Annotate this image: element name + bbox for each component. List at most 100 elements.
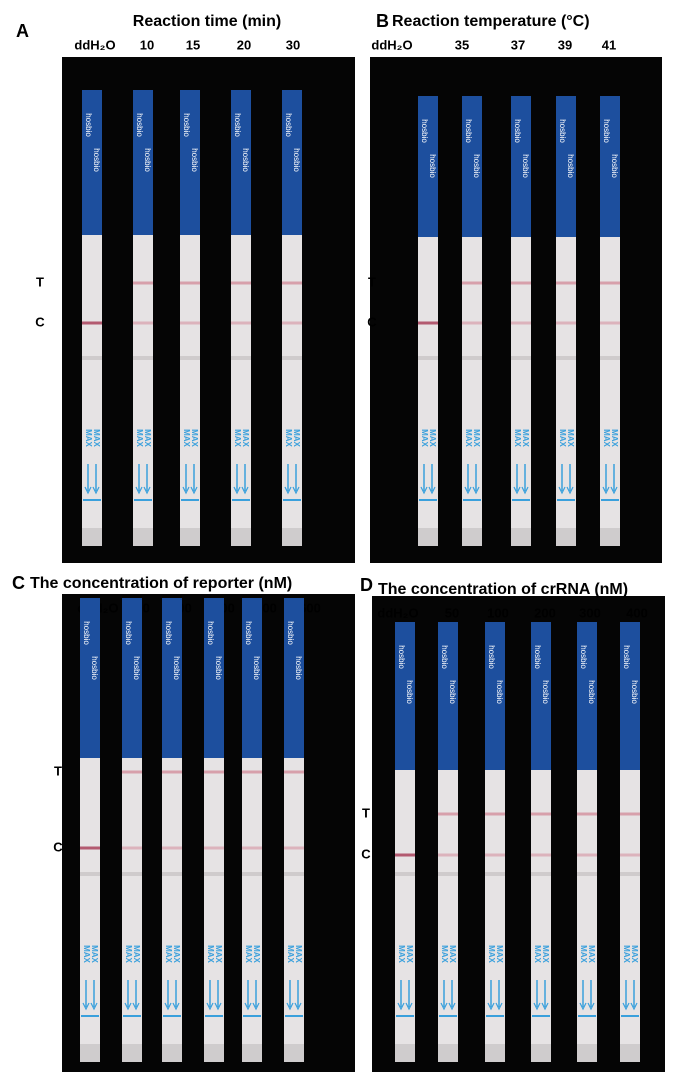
sample-pad-edge: [395, 872, 415, 876]
strip-end: [577, 1044, 597, 1062]
lane-label: 10: [140, 37, 154, 52]
strip-brand: hosbio: [513, 119, 522, 143]
strip-brand: hosbio: [252, 656, 261, 680]
sample-pad-edge: [204, 872, 224, 876]
test-band: [438, 813, 458, 816]
strip-end: [180, 528, 200, 546]
lane-label: 20: [237, 37, 251, 52]
strip-brand: hosbio: [172, 656, 181, 680]
strip-end: [556, 528, 576, 546]
control-band: [577, 854, 597, 857]
test-band: [577, 813, 597, 816]
strip-brand: hosbio: [420, 119, 429, 143]
lane-label: 200: [534, 605, 556, 620]
test-band: [531, 813, 551, 816]
test-band: [485, 813, 505, 816]
strip-mark: MAX: [294, 945, 303, 963]
strip-mark: MAX: [132, 945, 141, 963]
test-strip: hosbiohosbioMAXMAX: [577, 622, 597, 1062]
test-strip: hosbiohosbioMAXMAX: [511, 96, 531, 546]
sample-pad-edge: [122, 872, 142, 876]
strip-brand: hosbio: [448, 680, 457, 704]
test-strip: hosbio hosbio MAXMAX: [242, 598, 262, 1062]
panel-letter: C: [12, 573, 25, 593]
control-band: [231, 322, 251, 325]
strip-brand: hosbio: [630, 680, 639, 704]
strip-end: [600, 528, 620, 546]
control-band: [82, 322, 102, 325]
strip-mark: MAX: [286, 945, 295, 963]
strip-brand: hosbio: [182, 113, 191, 137]
strip-brand: hosbio: [164, 621, 173, 645]
strip-mark: MAX: [420, 429, 429, 447]
test-strip: hosbiohosbioMAXMAX: [556, 96, 576, 546]
strip-mark: MAX: [487, 945, 496, 963]
test-strip: hosbiohosbioMAXMAX: [231, 90, 251, 546]
strip-brand: hosbio: [190, 148, 199, 172]
strip-mark: MAX: [244, 945, 253, 963]
strip-brand: hosbio: [294, 656, 303, 680]
strip-brand: hosbio: [132, 656, 141, 680]
control-band: [284, 847, 304, 850]
strip-brand: hosbio: [241, 148, 250, 172]
sample-pad-edge: [162, 872, 182, 876]
panel: AReaction time (min)ddH₂OhosbiohosbioMAX…: [16, 13, 355, 563]
test-band: [462, 282, 482, 285]
panel-title: The concentration of crRNA (nM): [378, 581, 628, 598]
control-band: [511, 322, 531, 325]
test-strip: hosbiohosbioMAXMAX: [133, 90, 153, 546]
strip-end: [80, 1044, 100, 1062]
lane-label: 100: [487, 605, 509, 620]
panel-title: Reaction time (min): [133, 13, 281, 30]
strip-mark: MAX: [182, 429, 191, 447]
panel: BReaction temperature (°C)ddH₂Ohosbiohos…: [367, 11, 662, 563]
strip-end: [231, 528, 251, 546]
strip-mark: MAX: [405, 945, 414, 963]
sample-pad-edge: [531, 872, 551, 876]
lane-label: ddH₂O: [74, 37, 115, 52]
figure: AReaction time (min)ddH₂OhosbiohosbioMAX…: [0, 0, 693, 1075]
strip-end: [282, 528, 302, 546]
strip-brand: hosbio: [233, 113, 242, 137]
strip-mark: MAX: [252, 945, 261, 963]
control-line-label: C: [367, 314, 377, 329]
strip-mark: MAX: [610, 429, 619, 447]
strip-brand: hosbio: [286, 621, 295, 645]
strip-brand: hosbio: [579, 645, 588, 669]
strip-brand: hosbio: [495, 680, 504, 704]
strip-mark: MAX: [241, 429, 250, 447]
strip-mark: MAX: [587, 945, 596, 963]
strip-brand: hosbio: [143, 148, 152, 172]
sample-pad-edge: [485, 872, 505, 876]
strip-mark: MAX: [566, 429, 575, 447]
strip-mark: MAX: [284, 429, 293, 447]
control-band: [242, 847, 262, 850]
sample-pad-edge: [180, 356, 200, 360]
control-band: [438, 854, 458, 857]
strip-brand: hosbio: [292, 148, 301, 172]
strip-brand: hosbio: [84, 113, 93, 137]
strip-brand: hosbio: [244, 621, 253, 645]
strip-brand: hosbio: [92, 148, 101, 172]
strip-brand: hosbio: [587, 680, 596, 704]
lane-label: 50: [445, 605, 459, 620]
strip-end: [204, 1044, 224, 1062]
sample-pad-edge: [556, 356, 576, 360]
strip-mark: MAX: [143, 429, 152, 447]
strip-end: [531, 1044, 551, 1062]
strip-mark: MAX: [172, 945, 181, 963]
test-band: [204, 771, 224, 774]
strip-mark: MAX: [428, 429, 437, 447]
strip-end: [438, 1044, 458, 1062]
control-band: [162, 847, 182, 850]
sample-pad-edge: [80, 872, 100, 876]
sample-pad-edge: [600, 356, 620, 360]
strip-mark: MAX: [135, 429, 144, 447]
strip-brand: hosbio: [90, 656, 99, 680]
strip-brand: hosbio: [541, 680, 550, 704]
strip-end: [162, 1044, 182, 1062]
